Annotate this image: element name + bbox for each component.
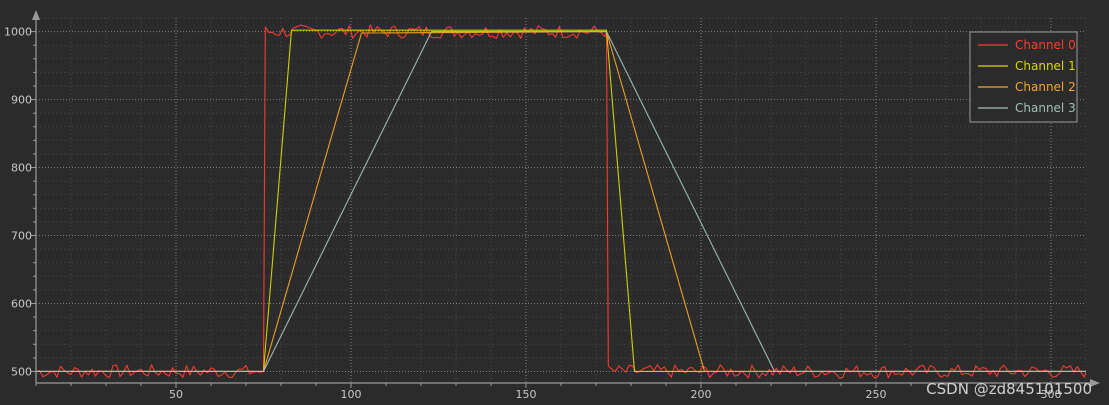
x-axis-arrow (1090, 379, 1100, 387)
legend: Channel 0 Channel 1 Channel 2 Channel 3 (969, 31, 1078, 123)
x-tick-label: 50 (169, 388, 183, 401)
y-tick-label: 1000 (4, 26, 32, 39)
x-tick-label: 150 (516, 388, 537, 401)
watermark: CSDN @zd845101500 (926, 380, 1092, 398)
x-tick-label: 300 (1041, 388, 1062, 401)
y-tick-label: 700 (11, 230, 32, 243)
legend-label: Channel 2 (1015, 80, 1076, 94)
legend-label: Channel 0 (1015, 38, 1076, 52)
minor-grid (35, 17, 1087, 383)
series-line-0 (36, 24, 1086, 379)
y-tick-label: 600 (11, 297, 32, 310)
x-tick-label: 200 (691, 388, 712, 401)
y-tick-label: 900 (11, 94, 32, 107)
series-layer (36, 24, 1086, 379)
x-tick-label: 250 (866, 388, 887, 401)
legend-box (969, 31, 1078, 123)
x-tick-label: 100 (341, 388, 362, 401)
y-tick-label: 500 (11, 365, 32, 378)
legend-label: Channel 1 (1015, 59, 1076, 73)
tick-labels: 50 100 150 200 250 300 500 600 700 800 900 1000 (4, 26, 1062, 401)
y-tick-label: 800 (11, 162, 32, 175)
series-line-3 (36, 31, 1086, 372)
legend-label: Channel 3 (1015, 101, 1076, 115)
axes (31, 10, 1100, 388)
